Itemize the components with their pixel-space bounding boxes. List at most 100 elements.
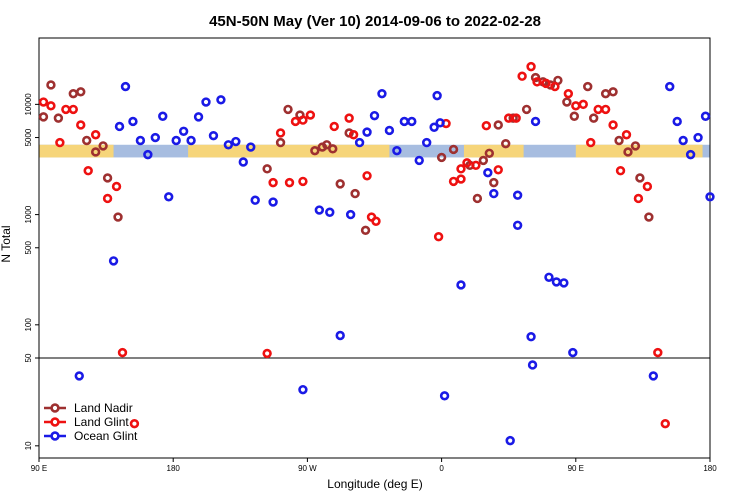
legend-label-land-nadir: Land Nadir	[74, 401, 133, 415]
ocean-glint-point	[158, 111, 168, 121]
legend-marker-land-nadir	[50, 403, 60, 413]
land-nadir-point	[635, 173, 645, 183]
ocean-glint-point	[135, 135, 146, 146]
land-glint-point	[633, 193, 644, 204]
land-nadir-point	[521, 104, 532, 115]
ocean-glint-point	[223, 140, 234, 150]
land-glint-point	[456, 174, 466, 184]
ocean-glint-point	[512, 190, 523, 200]
ocean-glint-point	[384, 125, 395, 136]
land-nadir-point	[588, 113, 599, 123]
land-nadir-point	[262, 164, 272, 174]
land-glint-point	[532, 77, 542, 87]
chart-title: 45N-50N May (Ver 10) 2014-09-06 to 2022-…	[209, 13, 541, 30]
land-glint-point	[284, 177, 295, 188]
land-glint-point	[262, 348, 272, 359]
land-ocean-band	[39, 144, 710, 158]
land-glint-point	[298, 176, 308, 187]
land-nadir-point	[53, 113, 64, 123]
land-glint-point	[615, 166, 626, 176]
ocean-glint-point	[439, 391, 450, 401]
land-nadir-point	[493, 120, 503, 130]
land-band-segment	[463, 144, 524, 158]
ocean-glint-point	[231, 136, 241, 147]
land-glint-point	[660, 418, 670, 429]
land-nadir-point	[322, 140, 332, 150]
ocean-glint-point	[527, 360, 538, 370]
ocean-glint-point	[362, 127, 372, 137]
land-nadir-point	[583, 81, 593, 92]
land-glint-point	[83, 166, 93, 176]
ocean-glint-point	[392, 145, 402, 156]
land-nadir-point	[478, 155, 489, 166]
land-nadir-point	[562, 97, 572, 107]
y-tick-label: 10000	[24, 93, 33, 116]
land-glint-point	[550, 81, 560, 92]
ocean-glint-point	[685, 149, 696, 160]
land-glint-point	[55, 137, 65, 148]
ocean-glint-point	[314, 205, 325, 215]
legend-marker-ocean-glint	[50, 431, 60, 441]
land-glint-point	[448, 176, 459, 187]
ocean-glint-point	[128, 116, 138, 127]
land-glint-point	[526, 61, 536, 72]
ocean-glint-point	[512, 220, 523, 230]
ocean-glint-point	[414, 155, 424, 166]
legend-label-land-glint: Land Glint	[74, 415, 129, 429]
ocean-glint-point	[705, 192, 715, 202]
land-glint-point	[90, 130, 101, 140]
land-nadir-point	[68, 88, 78, 99]
land-band-segment	[575, 144, 703, 158]
land-glint-point	[608, 120, 618, 130]
ocean-glint-point	[171, 135, 181, 146]
ocean-glint-point	[559, 278, 569, 288]
ocean-glint-point	[201, 97, 211, 107]
land-nadir-point	[448, 144, 459, 155]
land-glint-point	[621, 130, 632, 140]
land-nadir-point	[310, 145, 320, 156]
ocean-glint-point	[648, 371, 659, 381]
ocean-glint-point	[483, 167, 493, 178]
land-band-segment	[188, 144, 390, 158]
ocean-glint-point	[250, 195, 260, 205]
ocean-glint-point	[435, 118, 445, 128]
land-glint-point	[117, 347, 128, 358]
ocean-glint-point	[246, 142, 256, 152]
land-nadir-point	[484, 148, 495, 158]
land-nadir-point	[472, 193, 483, 204]
land-glint-point	[481, 121, 492, 131]
land-band-segment	[39, 144, 114, 158]
land-nadir-point	[46, 80, 56, 90]
y-tick-label: 50	[24, 353, 33, 362]
land-glint-point	[290, 116, 301, 127]
axis-ticks: 90 E 180 90 W 0 90 E 180 50 100 500 1000 5000 10000…	[24, 93, 717, 473]
ocean-glint-point	[114, 121, 125, 132]
land-nadir-point	[350, 188, 360, 199]
plot-border	[38, 37, 711, 459]
ocean-glint-point	[432, 90, 442, 101]
ocean-glint-point	[693, 132, 703, 143]
y-tick-label: 1000	[24, 205, 33, 223]
land-nadir-point	[283, 104, 293, 115]
ocean-glint-point	[369, 110, 380, 121]
ocean-glint-point	[164, 192, 174, 202]
ocean-glint-point	[335, 330, 345, 341]
plot-frame	[38, 37, 711, 459]
ocean-glint-point	[354, 137, 365, 148]
land-glint-point	[46, 101, 56, 111]
data-points	[38, 61, 715, 446]
x-tick-label: 180	[703, 464, 717, 473]
land-nadir-point	[644, 212, 654, 222]
ocean-glint-point	[143, 149, 153, 160]
y-tick-label: 100	[24, 318, 33, 332]
land-glint-point	[68, 104, 78, 115]
x-tick-label: 0	[439, 464, 444, 473]
x-tick-label: 90 E	[568, 464, 584, 473]
land-glint-point	[76, 120, 86, 130]
ocean-glint-point	[186, 135, 196, 146]
land-glint-point	[563, 88, 574, 99]
land-nadir-point	[275, 137, 286, 148]
land-glint-point	[493, 165, 503, 175]
land-glint-point	[371, 216, 381, 226]
